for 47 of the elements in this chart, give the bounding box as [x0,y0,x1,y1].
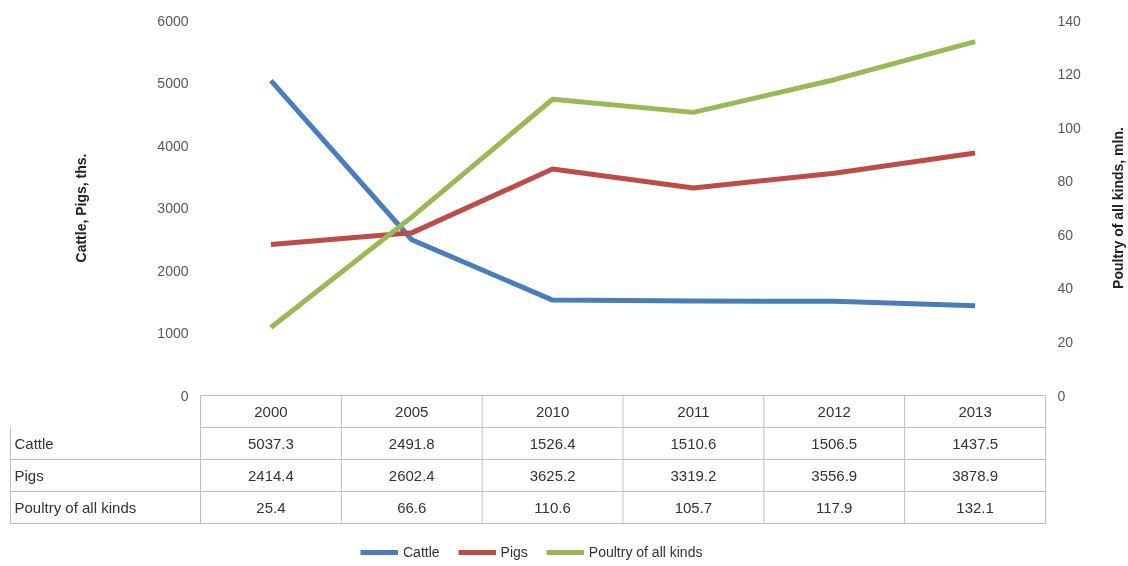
data-label: 25.4 [256,498,286,516]
y2-tick-label: 140 [1057,12,1082,29]
legend-label: Poultry of all kinds [588,544,703,560]
data-label: 2602.4 [388,466,435,484]
y-tick-label: 0 [180,387,189,404]
data-label: 105.7 [674,498,713,516]
y2-axis-title: Poultry of all kinds, mln. [1109,127,1126,289]
y-tick-label: 4000 [157,137,189,154]
y2-tick-label: 0 [1057,387,1066,404]
x-tick-label: 2010 [535,402,570,420]
data-label: 132.1 [956,498,994,516]
legend-label: Pigs [500,544,528,560]
x-tick-label: 2000 [254,402,288,420]
text: Cattle [14,435,54,452]
data-label: 2414.4 [247,466,294,484]
data-label: 110.6 [534,498,571,516]
data-label: 3625.2 [529,466,576,484]
data-label: 117.9 [816,498,853,516]
data-label: 3556.9 [811,466,858,484]
text: Pigs [14,467,44,484]
x-tick-label: 2011 [677,402,710,420]
data-label: 1506.5 [811,434,858,452]
data-label: 5037.3 [247,434,294,452]
legend-label: Cattle [403,544,440,560]
text: Poultry of all kinds [14,499,137,516]
y2-tick-label: 100 [1057,119,1082,136]
y2-tick-label: 40 [1057,280,1074,297]
y-tick-label: 1000 [157,325,189,341]
y-axis-title: Cattle, Pigs, ths. [72,153,89,263]
y-tick-label: 2000 [157,262,189,279]
y2-tick-label: 20 [1057,333,1074,350]
data-label: 3319.2 [670,466,717,484]
y2-tick-label: 120 [1057,66,1082,83]
data-label: 1437.5 [952,434,999,452]
data-label: 2491.8 [388,434,435,452]
x-tick-label: 2012 [817,402,851,420]
data-label: 66.6 [397,498,427,516]
y2-tick-label: 60 [1057,226,1074,243]
x-tick-label: 2013 [958,402,992,420]
x-tick-label: 2005 [395,402,429,420]
y2-tick-label: 80 [1057,173,1074,190]
data-label: 1526.4 [529,434,576,452]
data-label: 1510.6 [670,434,717,452]
y-tick-label: 6000 [157,12,189,29]
data-label: 3878.9 [952,466,999,484]
y-tick-label: 3000 [157,200,189,216]
y-tick-label: 5000 [157,75,189,91]
